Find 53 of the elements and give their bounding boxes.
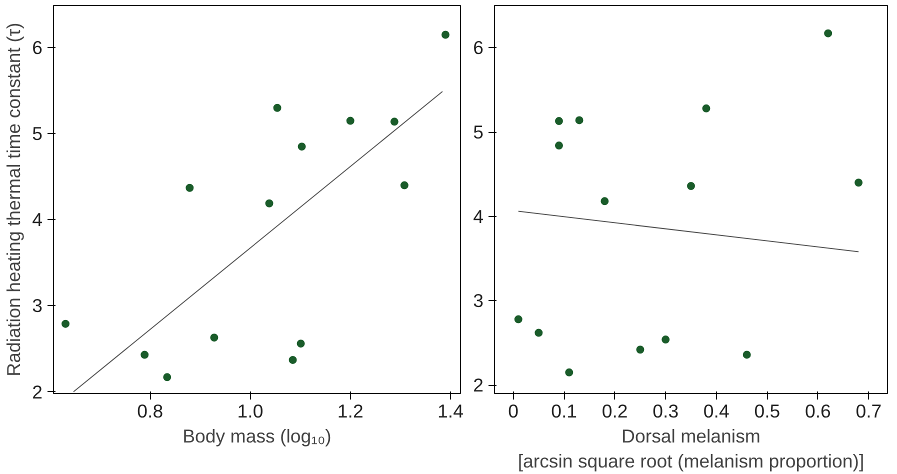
x-tick-label: 1.4 bbox=[438, 400, 464, 422]
point bbox=[265, 199, 274, 208]
point bbox=[62, 320, 70, 328]
point bbox=[346, 116, 354, 125]
point bbox=[441, 30, 450, 39]
y-tick-label: 6 bbox=[32, 37, 43, 58]
point bbox=[514, 315, 522, 324]
point bbox=[687, 182, 695, 190]
point bbox=[140, 350, 149, 359]
x-axis-title: Body mass (log₁₀) bbox=[182, 426, 332, 446]
point bbox=[565, 368, 574, 376]
point bbox=[390, 118, 398, 126]
point bbox=[296, 340, 305, 348]
x-tick-label: 0 bbox=[508, 400, 518, 422]
point bbox=[298, 142, 306, 151]
y-tick-label: 3 bbox=[32, 295, 43, 316]
x-tick-label: 0.6 bbox=[804, 400, 831, 422]
point bbox=[534, 328, 543, 337]
point bbox=[702, 104, 710, 112]
x-tick-label: 0.2 bbox=[602, 400, 628, 422]
x-tick-label: 0.1 bbox=[551, 400, 578, 422]
point bbox=[636, 346, 644, 354]
x-tick-label: 0.3 bbox=[652, 400, 679, 422]
x-tick-label: 1.0 bbox=[237, 400, 264, 422]
point bbox=[554, 142, 563, 150]
point bbox=[575, 116, 584, 124]
point bbox=[163, 373, 172, 382]
point bbox=[400, 181, 408, 190]
point bbox=[600, 197, 609, 206]
point bbox=[854, 178, 863, 187]
y-tick-label: 5 bbox=[32, 123, 43, 144]
x-tick-label: 0.8 bbox=[137, 400, 164, 422]
y-axis-title: Radiation heating thermal time constant (τ) bbox=[3, 22, 24, 376]
y-tick-label: 4 bbox=[473, 206, 484, 227]
point bbox=[186, 184, 194, 192]
y-tick-label: 4 bbox=[32, 209, 43, 230]
point bbox=[210, 334, 218, 342]
point bbox=[554, 117, 563, 126]
y-tick-label: 2 bbox=[473, 374, 484, 396]
y-tick-label: 3 bbox=[473, 290, 484, 312]
point bbox=[662, 336, 670, 344]
x-axis-title: Dorsal melanism [arcsin square root (melanism proportion)] bbox=[518, 426, 864, 472]
point bbox=[288, 356, 297, 364]
x-tick-label: 1.2 bbox=[337, 400, 364, 422]
y-tick-label: 6 bbox=[473, 37, 484, 58]
x-tick-label: 0.4 bbox=[703, 400, 730, 422]
y-tick-label: 5 bbox=[473, 122, 484, 143]
x-tick-label: 0.7 bbox=[856, 400, 882, 422]
point bbox=[273, 104, 282, 112]
point bbox=[824, 29, 832, 38]
y-tick-label: 2 bbox=[32, 381, 43, 402]
point bbox=[742, 350, 751, 359]
x-tick-label: 0.5 bbox=[754, 400, 780, 422]
